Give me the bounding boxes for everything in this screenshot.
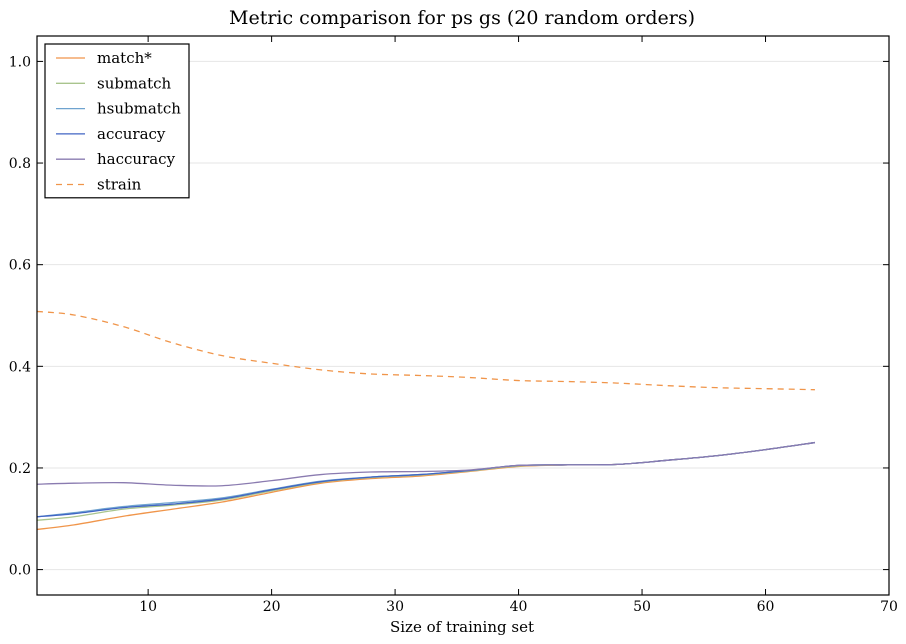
plot-frame [36,35,890,596]
y-tick-label: 0.0 [9,563,31,579]
series-line-match [36,441,816,531]
y-tick-label: 1.0 [9,54,31,70]
series-line-haccuracy [36,441,816,487]
series-line-strain [36,310,815,391]
y-tick-label: 0.4 [9,359,31,375]
x-tick-label: 40 [510,599,528,615]
x-tick-label: 50 [633,599,651,615]
legend-label: submatch [97,74,172,92]
x-tick-label: 20 [263,599,281,615]
x-tick-label: 30 [386,599,404,615]
chart-title: Metric comparison for ps gs (20 random o… [229,7,695,29]
legend-label: match* [97,49,152,67]
y-tick-label: 0.2 [9,461,31,477]
x-tick-label: 60 [757,599,775,615]
x-tick-label: 10 [139,599,157,615]
y-tick-label: 0.8 [9,156,31,172]
series-line-accuracy [36,441,816,518]
legend-label: hsubmatch [97,100,181,118]
legend-label: strain [97,176,142,194]
legend-box [44,43,190,199]
legend-label: accuracy [97,125,166,143]
legend-label: haccuracy [97,150,176,168]
x-axis-label: Size of training set [390,618,534,636]
y-tick-label: 0.6 [9,258,31,274]
series-line-submatch [36,441,816,521]
series-lines [36,310,816,531]
x-tick-label: 70 [880,599,898,615]
legend: match* submatch hsubmatch accuracy haccuracy… [44,43,190,199]
axis-ticks: 0.0 0.2 0.4 0.6 0.8 1.0 10 20 30 40 50 60 70 [9,36,898,615]
